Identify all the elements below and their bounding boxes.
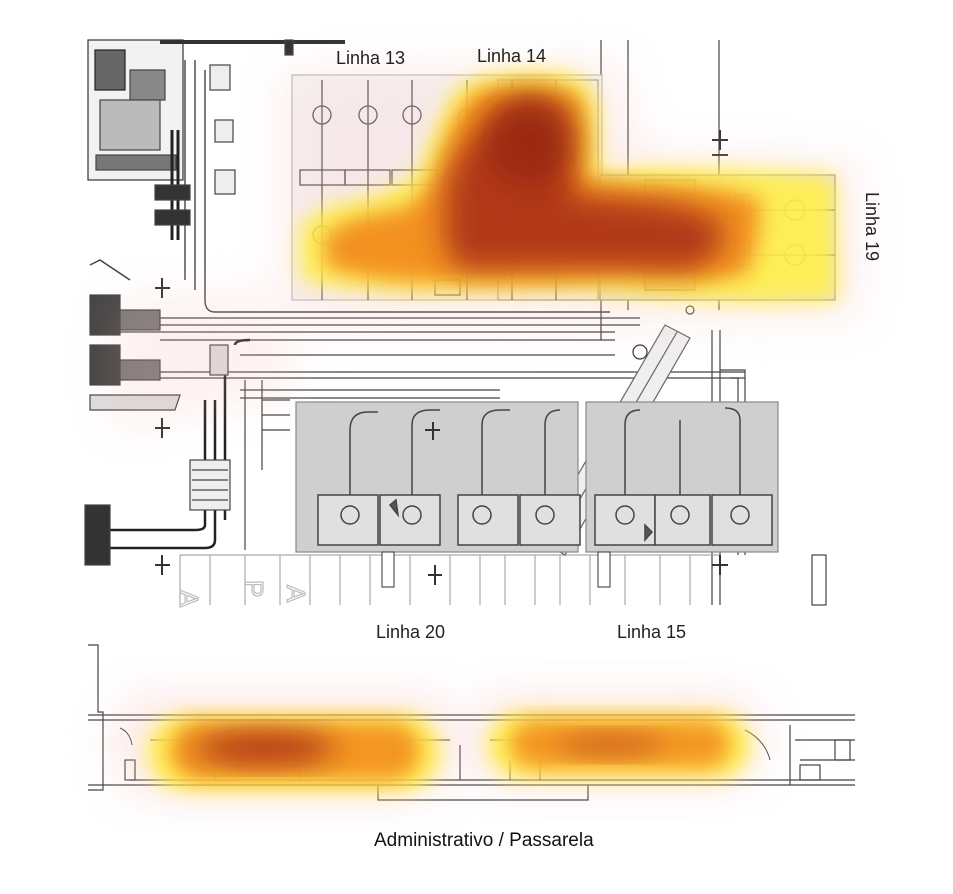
label-linha-20: Linha 20 <box>376 622 446 642</box>
svg-text:A: A <box>281 585 311 603</box>
top-heatmap <box>110 60 860 430</box>
label-linha-14: Linha 14 <box>477 46 547 66</box>
caption-administrativo-passarela: Administrativo / Passarela <box>374 830 594 851</box>
bottom-heatmap <box>110 690 765 800</box>
label-linha-13: Linha 13 <box>336 48 406 68</box>
label-linha-15: Linha 15 <box>617 622 687 642</box>
svg-text:P: P <box>239 580 269 597</box>
svg-text:A: A <box>174 590 204 608</box>
label-linha-19: Linha 19 <box>862 192 882 262</box>
